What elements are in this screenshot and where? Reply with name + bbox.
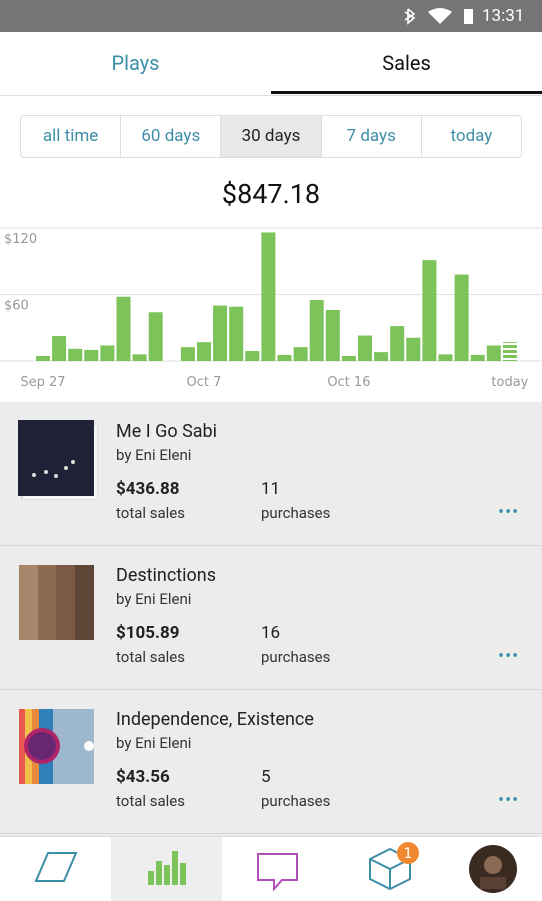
bar <box>454 274 469 361</box>
status-icons <box>404 8 473 25</box>
bar <box>148 312 163 361</box>
range-button[interactable]: today <box>450 126 493 146</box>
item-sales: $105.89 <box>116 623 180 643</box>
chart: $60 $120 Sep 27 Oct 7 Oct 16 today <box>0 227 542 390</box>
x-tick-label: Oct 16 <box>327 375 370 390</box>
bar <box>277 354 292 361</box>
x-tick-label: Sep 27 <box>20 375 65 390</box>
y-tick-label: $120 <box>4 232 37 247</box>
clock: 13:31 <box>482 6 525 26</box>
bar <box>84 349 99 361</box>
bar <box>325 310 340 361</box>
item-artist: by Eni Eleni <box>116 446 192 464</box>
list-item[interactable]: Independence, Existence by Eni Eleni $43… <box>0 690 542 834</box>
purchases-label: purchases <box>261 504 331 522</box>
sales-label: total sales <box>116 648 185 666</box>
bar <box>293 347 308 361</box>
item-title: Destinctions <box>116 565 217 586</box>
bar <box>502 342 517 361</box>
bar <box>100 345 115 361</box>
bar <box>229 306 244 361</box>
album-art <box>18 420 98 500</box>
item-purchases: 5 <box>261 767 271 787</box>
tab-sales[interactable]: Sales <box>271 32 542 94</box>
item-purchases: 11 <box>261 479 281 499</box>
more-button[interactable]: ••• <box>498 790 520 811</box>
list-item[interactable]: Destinctions by Eni Eleni $105.89 total … <box>0 546 542 690</box>
bar <box>341 356 356 361</box>
album-art <box>19 565 94 640</box>
sales-label: total sales <box>116 504 185 522</box>
bar <box>52 336 67 361</box>
bar <box>390 326 405 361</box>
more-button[interactable]: ••• <box>498 502 520 523</box>
bar <box>245 351 260 361</box>
range-button[interactable]: 60 days <box>121 116 222 157</box>
item-artist: by Eni Eleni <box>116 590 192 608</box>
range-button[interactable]: 7 days <box>322 116 422 157</box>
badge-count: 1 <box>404 846 413 862</box>
x-tick-label: Oct 7 <box>187 375 222 390</box>
purchases-label: purchases <box>261 792 331 810</box>
bar <box>406 337 421 361</box>
bar <box>116 296 131 361</box>
divider <box>0 95 542 96</box>
purchases-label: purchases <box>261 648 331 666</box>
bar <box>309 300 324 361</box>
bar <box>486 345 501 361</box>
y-tick-label: $60 <box>4 299 29 314</box>
more-button[interactable]: ••• <box>498 646 520 667</box>
album-art <box>19 709 94 784</box>
badge <box>397 842 419 864</box>
sales-list: Me I Go Sabi by Eni Eleni $436.88 total … <box>0 402 542 836</box>
bar <box>261 232 276 361</box>
tab-plays[interactable]: Plays <box>111 51 160 75</box>
status-bar: 13:31 <box>0 0 542 32</box>
total: $847.18 <box>221 178 321 210</box>
nav-feed[interactable] <box>34 852 78 882</box>
bar <box>180 347 195 361</box>
bar <box>132 354 147 361</box>
bar <box>422 260 437 361</box>
range-selector: all time 60 days 30 days 7 days today <box>20 115 522 158</box>
bar <box>68 348 83 361</box>
bar <box>213 305 228 361</box>
nav-messages[interactable] <box>257 853 298 892</box>
item-title: Me I Go Sabi <box>116 421 218 442</box>
bar <box>374 352 389 361</box>
range-button[interactable]: all time <box>21 116 122 157</box>
item-purchases: 16 <box>261 623 281 643</box>
sales-label: total sales <box>116 792 185 810</box>
bottom-nav: 1 <box>0 836 542 901</box>
x-tick-label: today <box>491 375 528 390</box>
bar <box>358 335 372 361</box>
item-artist: by Eni Eleni <box>116 734 192 752</box>
item-title: Independence, Existence <box>116 709 314 730</box>
nav-icons: 1 <box>34 837 517 901</box>
bar <box>470 354 485 361</box>
item-sales: $436.88 <box>116 479 180 499</box>
bar <box>36 356 50 361</box>
bar <box>438 354 453 361</box>
bar <box>197 342 211 361</box>
item-sales: $43.56 <box>116 767 170 787</box>
range-button[interactable]: 30 days <box>221 116 322 157</box>
list-item[interactable]: Me I Go Sabi by Eni Eleni $436.88 total … <box>0 402 542 546</box>
